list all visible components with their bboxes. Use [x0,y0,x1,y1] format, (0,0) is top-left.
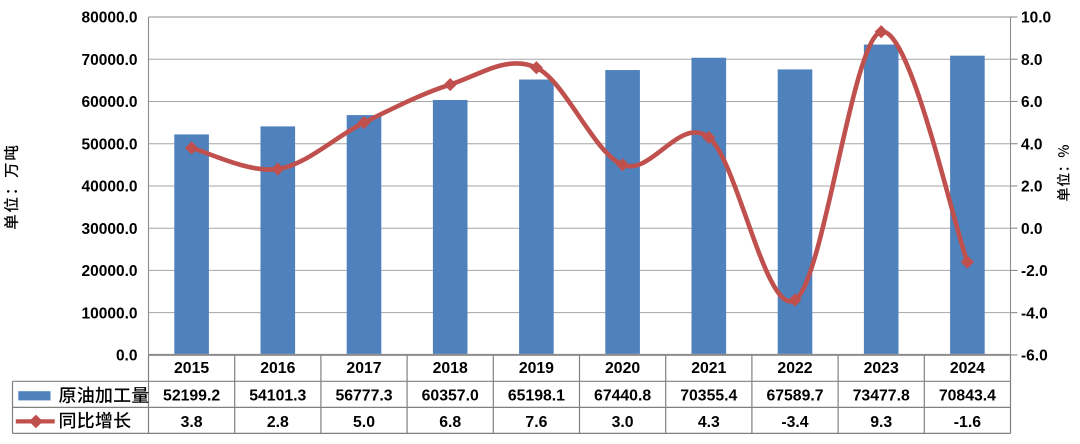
svg-text:54101.3: 54101.3 [249,388,306,405]
svg-text:50000.0: 50000.0 [81,136,137,153]
svg-text:70843.4: 70843.4 [939,388,996,405]
svg-text:7.6: 7.6 [525,414,547,431]
svg-text:8.0: 8.0 [1021,52,1043,69]
svg-text:80000.0: 80000.0 [81,10,137,27]
svg-text:2021: 2021 [691,360,726,377]
svg-text:2020: 2020 [605,360,640,377]
svg-text:20000.0: 20000.0 [81,263,137,280]
svg-text:10000.0: 10000.0 [81,305,137,322]
svg-text:67440.8: 67440.8 [594,388,651,405]
svg-text:2018: 2018 [433,360,468,377]
svg-text:0.0: 0.0 [1021,221,1043,238]
svg-text:-1.6: -1.6 [954,414,981,431]
svg-text:60357.0: 60357.0 [422,388,479,405]
svg-text:10.0: 10.0 [1021,10,1051,27]
svg-text:9.3: 9.3 [870,414,892,431]
svg-text:4.3: 4.3 [698,414,720,431]
svg-text:6.8: 6.8 [439,414,461,431]
svg-text:2024: 2024 [950,360,985,377]
svg-text:40000.0: 40000.0 [81,179,137,196]
svg-text:65198.1: 65198.1 [508,388,565,405]
svg-text:-4.0: -4.0 [1021,305,1048,322]
svg-text:2.0: 2.0 [1021,179,1043,196]
svg-text:70355.4: 70355.4 [680,388,737,405]
svg-text:52199.2: 52199.2 [163,388,220,405]
svg-text:-3.4: -3.4 [781,414,808,431]
svg-text:60000.0: 60000.0 [81,94,137,111]
svg-text:4.0: 4.0 [1021,136,1043,153]
svg-text:2015: 2015 [174,360,209,377]
svg-text:-6.0: -6.0 [1021,348,1048,365]
svg-text:2016: 2016 [260,360,295,377]
svg-text:56777.3: 56777.3 [335,388,392,405]
svg-text:2017: 2017 [346,360,381,377]
svg-text:30000.0: 30000.0 [81,221,137,238]
svg-text:3.8: 3.8 [181,414,203,431]
svg-text:73477.8: 73477.8 [853,388,910,405]
svg-text:2019: 2019 [519,360,554,377]
svg-text:2022: 2022 [777,360,812,377]
svg-text:2023: 2023 [864,360,899,377]
svg-text:-2.0: -2.0 [1021,263,1048,280]
svg-text:3.0: 3.0 [612,414,634,431]
svg-text:5.0: 5.0 [353,414,375,431]
svg-text:0.0: 0.0 [116,348,138,365]
svg-text:2.8: 2.8 [267,414,289,431]
svg-text:67589.7: 67589.7 [766,388,823,405]
svg-text:6.0: 6.0 [1021,94,1043,111]
svg-text:70000.0: 70000.0 [81,52,137,69]
